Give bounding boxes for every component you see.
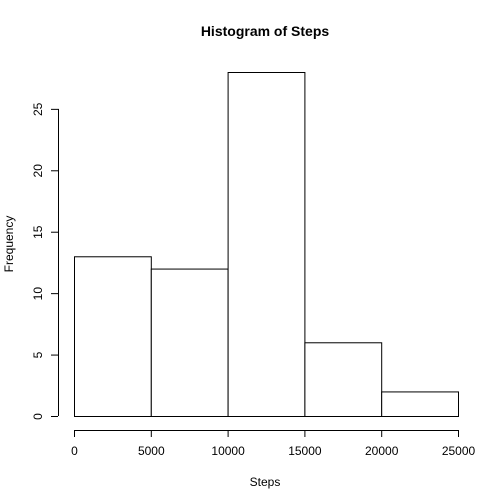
x-tick-label-2: 10000 [211, 444, 245, 458]
x-tick-label-1: 5000 [138, 444, 165, 458]
y-tick-label-1: 5 [31, 351, 45, 358]
histogram-bar-4 [381, 391, 460, 417]
y-tick-label-2: 10 [31, 287, 45, 301]
histogram-bar-0 [74, 256, 152, 417]
y-tick-label-3: 15 [31, 225, 45, 239]
x-tick-label-4: 20000 [365, 444, 399, 458]
y-axis: 0 5 10 15 20 25 [31, 102, 59, 420]
y-tick-label-5: 25 [31, 102, 45, 116]
x-axis-label: Steps [250, 475, 281, 489]
histogram-bar-1 [150, 268, 229, 418]
y-tick-label-4: 20 [31, 164, 45, 178]
chart-title: Histogram of Steps [201, 23, 330, 39]
bars-group [74, 72, 460, 418]
x-tick-label-3: 15000 [288, 444, 322, 458]
x-tick-label-5: 25000 [442, 444, 476, 458]
y-tick-label-0: 0 [31, 413, 45, 420]
y-axis-label: Frequency [2, 216, 16, 273]
x-tick-label-0: 0 [71, 444, 78, 458]
x-axis: 0 5000 10000 15000 20000 25000 [71, 430, 476, 458]
histogram-bar-2 [227, 72, 306, 417]
histogram-bar-3 [304, 342, 383, 417]
